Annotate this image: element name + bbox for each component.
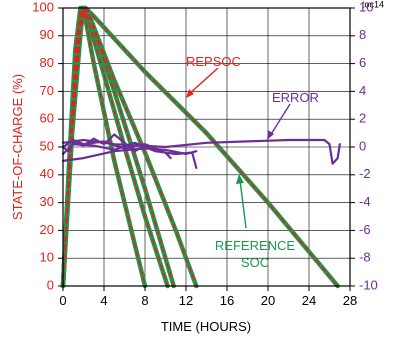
x-tick-label: 16	[220, 293, 234, 308]
error-label: ERROR	[272, 90, 319, 105]
right-tick-label: 10	[359, 0, 373, 14]
reference-leader	[239, 179, 247, 229]
right-tick-label: 4	[359, 83, 366, 98]
right-tick-label: -6	[359, 222, 371, 237]
repsoc-annotation: REPSOC	[186, 54, 241, 98]
right-tick-label: 6	[359, 55, 366, 70]
right-tick-label: -4	[359, 194, 371, 209]
left-tick-label: 80	[40, 55, 54, 70]
right-tick-label: 2	[359, 111, 366, 126]
right-axis-ticks: -10 -8 -6 -4 -2 0 2 4 6 8 10	[350, 0, 378, 292]
x-axis-ticks: 0 4 8 12 16 20 24 28	[59, 286, 357, 308]
x-axis-title: TIME (HOURS)	[161, 319, 251, 334]
repsoc-arrowhead	[186, 89, 194, 98]
x-tick-label: 24	[302, 293, 316, 308]
x-tick-label: 20	[261, 293, 275, 308]
left-tick-label: 20	[40, 222, 54, 237]
left-tick-label: 70	[40, 83, 54, 98]
x-tick-label: 12	[179, 293, 193, 308]
reference-label-line2: SOC	[241, 255, 269, 270]
x-tick-label: 0	[59, 293, 66, 308]
y-axis-title: STATE-OF-CHARGE (%)	[10, 74, 25, 220]
left-tick-label: 0	[47, 277, 54, 292]
reference-arrowhead	[236, 174, 244, 184]
right-tick-label: 8	[359, 27, 366, 42]
reference-label-line1: REFERENCE	[215, 238, 296, 253]
right-tick-label: -2	[359, 166, 371, 181]
figure-code: toc14	[362, 0, 384, 9]
right-tick-label: 0	[359, 138, 366, 153]
x-tick-label: 8	[141, 293, 148, 308]
left-tick-label: 30	[40, 194, 54, 209]
error-annotation: ERROR	[267, 90, 319, 140]
left-tick-label: 40	[40, 166, 54, 181]
error-leader	[269, 103, 291, 137]
left-axis-ticks: 0 10 20 30 40 50 60 70 80 90 100	[32, 0, 63, 292]
traces	[60, 5, 341, 289]
right-tick-label: -10	[359, 277, 378, 292]
left-tick-label: 90	[40, 27, 54, 42]
left-tick-label: 100	[32, 0, 54, 14]
reference-annotation: REFERENCE SOC	[215, 174, 296, 270]
x-tick-label: 28	[343, 293, 357, 308]
right-tick-label: -8	[359, 250, 371, 265]
error-line-14	[61, 138, 341, 165]
left-tick-label: 10	[40, 250, 54, 265]
left-tick-label: 50	[40, 138, 54, 153]
repsoc-leader	[187, 67, 219, 96]
left-tick-label: 60	[40, 111, 54, 126]
repsoc-line-9	[62, 7, 339, 287]
error-line-13	[61, 147, 198, 162]
repsoc-label: REPSOC	[186, 54, 241, 69]
error-arrowhead	[267, 130, 274, 140]
x-tick-label: 4	[100, 293, 107, 308]
